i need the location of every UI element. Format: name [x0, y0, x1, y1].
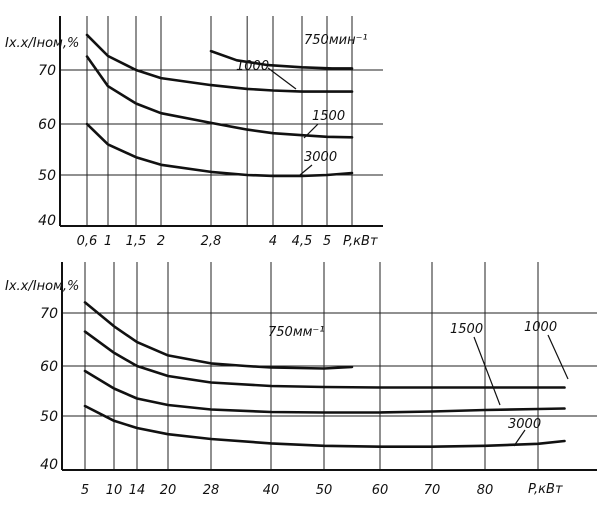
top-chart-grid [60, 16, 383, 226]
bottom-x-tick-label: 80 [477, 483, 494, 498]
top-series-label-1500: 1500 [312, 109, 345, 124]
bottom-y-tick-label: 70 [40, 306, 58, 322]
bottom-y-tick-label: 50 [40, 409, 58, 425]
bottom-x-tick-label: 60 [372, 483, 389, 498]
top-x-tick-label: 0,6 [77, 234, 98, 249]
top-series-line-1 [85, 33, 354, 93]
bottom-series-line-2 [83, 369, 566, 414]
top-series-line-2 [85, 55, 354, 139]
top-x-tick-label: 4,5 [292, 234, 313, 249]
top-x-tick-label: 5 [323, 234, 331, 249]
bottom-x-tick-label: 28 [203, 483, 220, 498]
bottom-chart-series [83, 301, 566, 448]
bottom-series-line-0 [83, 301, 354, 370]
bottom-series-label-750: 750мм⁻¹ [268, 325, 325, 340]
top-y-tick-label: 40 [38, 213, 56, 229]
bottom-leader-1000 [547, 334, 569, 380]
top-chart-ylabel: Iх.х/Iном,% [5, 36, 79, 51]
top-x-tick-label: 1,5 [126, 234, 147, 249]
bottom-x-tick-label: 40 [263, 483, 280, 498]
top-x-tick-label: 1 [104, 234, 112, 249]
bottom-series-line-1 [83, 330, 566, 389]
top-chart-series [85, 33, 354, 178]
bottom-chart-xlabel: P,кВт [528, 482, 563, 497]
bottom-x-tick-label: 20 [160, 483, 177, 498]
top-chart-axes [59, 16, 383, 227]
bottom-chart-axes [61, 262, 597, 471]
bottom-x-tick-label: 10 [106, 483, 123, 498]
bottom-chart-grid [62, 262, 597, 470]
bottom-x-tick-label: 14 [129, 483, 146, 498]
top-leader-3000 [299, 164, 313, 176]
top-x-tick-label: 2,8 [201, 234, 222, 249]
bottom-leader-3000 [513, 429, 526, 447]
top-y-tick-label: 70 [38, 63, 56, 79]
bottom-series-label-3000: 3000 [508, 417, 541, 432]
bottom-y-tick-label: 60 [40, 359, 58, 375]
top-leader-1000 [267, 67, 297, 90]
top-x-tick-label: 4 [269, 234, 277, 249]
bottom-series-line-3 [83, 404, 566, 448]
top-chart-tick-labels: 40 50 60 70 0,6 1 1,5 2 2,8 4 4,5 5 [38, 63, 331, 249]
top-series-label-750: 750мин⁻¹ [304, 33, 368, 48]
bottom-x-tick-label: 50 [316, 483, 333, 498]
bottom-series-label-1500: 1500 [450, 322, 483, 337]
top-series-line-0 [209, 49, 354, 70]
bottom-series-label-1000: 1000 [524, 320, 557, 335]
bottom-chart-ylabel: Iх.х/Iном,% [5, 279, 79, 294]
top-series-line-3 [85, 122, 354, 178]
bottom-leader-1500 [473, 336, 501, 406]
top-chart: 40 50 60 70 0,6 1 1,5 2 2,8 4 4,5 5 Iх.х/Iном,% P,к… [5, 16, 383, 249]
top-series-label-3000: 3000 [304, 150, 337, 165]
bottom-y-tick-label: 40 [40, 457, 58, 473]
bottom-chart-tick-labels: 40 50 60 70 5 10 14 20 28 40 50 60 70 80 [40, 306, 493, 498]
bottom-x-tick-label: 70 [424, 483, 441, 498]
top-leader-1500 [303, 123, 319, 139]
top-x-tick-label: 2 [157, 234, 165, 249]
top-series-label-1000: 1000 [236, 59, 269, 74]
top-chart-xlabel: P,кВт [343, 234, 378, 249]
bottom-x-tick-label: 5 [81, 483, 89, 498]
top-y-tick-label: 50 [38, 168, 56, 184]
top-y-tick-label: 60 [38, 117, 56, 133]
